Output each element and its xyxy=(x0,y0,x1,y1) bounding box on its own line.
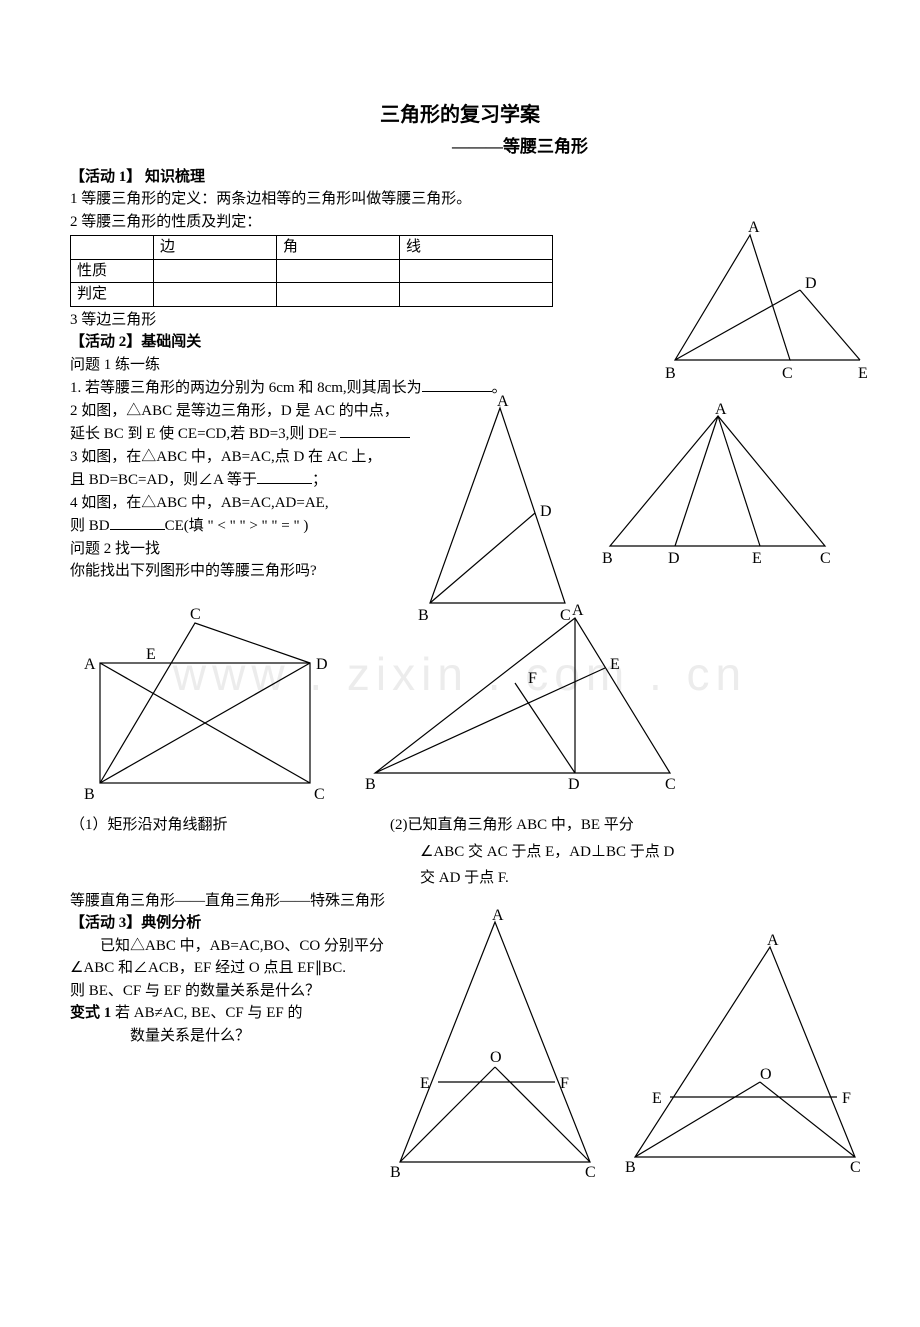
act3-v1a: 变式 1 xyxy=(70,1005,111,1021)
q1-2b: 延长 BC 到 E 使 CE=CD,若 BD=3,则 DE= xyxy=(70,426,340,442)
blank-1 xyxy=(422,376,492,392)
cap2c: 交 AD 于点 F. xyxy=(420,867,700,890)
lbl-Fi: F xyxy=(560,1075,569,1092)
activity-2: 【活动 2】基础闯关 问题 1 练一练 1. 若等腰三角形的两边分别为 6cm … xyxy=(70,331,850,912)
th-line: 线 xyxy=(400,236,553,260)
cap2a: (2)已知直角三角形 ABC 中，BE 平分 xyxy=(390,814,700,837)
lbl-E4: E xyxy=(752,550,762,567)
th-angle: 角 xyxy=(277,236,400,260)
lbl-Ei: E xyxy=(420,1075,430,1092)
row-prop: 性质 xyxy=(71,259,154,283)
q1-4b-pre: 则 BD xyxy=(70,518,110,534)
lbl-Cr: C xyxy=(665,776,676,793)
fig-right-triangle: A B C D E F (2)已知直角三角形 ABC 中，BE 平分 ∠ABC … xyxy=(360,603,700,890)
act3-v1b: 若 AB≠AC, BE、CF 与 EF 的 xyxy=(111,1005,302,1021)
q1-3c: ； xyxy=(312,472,327,488)
table-and-fig1: 边 角 线 性质 判定 3 等边三角形 A B C xyxy=(70,235,850,331)
lbl-B4: B xyxy=(602,550,613,567)
fig-q3-triangle: A B C D xyxy=(400,398,590,618)
lbl-Dr: D xyxy=(568,776,580,793)
fig-q4-triangle: A B D E C xyxy=(600,406,835,561)
lbl-D3: D xyxy=(540,503,552,520)
lbl-Cf: C xyxy=(314,786,325,803)
lbl-A: A xyxy=(748,219,760,236)
lbl-Cf2: C xyxy=(190,606,201,623)
lbl-Bi: B xyxy=(390,1164,401,1181)
lbl-As: A xyxy=(767,932,779,949)
lbl-Ai: A xyxy=(492,907,504,924)
q1-1a: 1. 若等腰三角形的两边分别为 6cm 和 8cm,则其周长为 xyxy=(70,380,422,396)
lbl-A3: A xyxy=(497,393,509,410)
fig-fold: A B C D C E （1）矩形沿对角线翻折 xyxy=(70,603,330,837)
blank-3 xyxy=(257,468,312,484)
activity-1: 【活动 1】 知识梳理 1 等腰三角形的定义：两条边相等的三角形叫做等腰三角形。… xyxy=(70,166,850,332)
lbl-Bf: B xyxy=(84,786,95,803)
lbl-Ef: E xyxy=(146,646,156,663)
lbl-Cs: C xyxy=(850,1159,861,1176)
page-title: 三角形的复习学案 xyxy=(70,100,850,130)
lbl-Bs: B xyxy=(625,1159,636,1176)
lbl-Oi: O xyxy=(490,1049,502,1066)
blank-4 xyxy=(110,514,165,530)
props-table: 边 角 线 性质 判定 xyxy=(70,235,553,307)
lbl-B3: B xyxy=(418,607,429,624)
lbl-Af: A xyxy=(84,656,96,673)
lbl-D: D xyxy=(805,275,817,292)
th-edge: 边 xyxy=(154,236,277,260)
fig-q2-triangle: A B C D E xyxy=(660,220,870,390)
lbl-C3: C xyxy=(560,607,571,624)
lbl-A4: A xyxy=(715,401,727,418)
cap1: （1）矩形沿对角线翻折 xyxy=(70,814,330,837)
q1-4b-post: CE(填 " < " " > " " = " ) xyxy=(165,518,309,534)
lbl-Df: D xyxy=(316,656,328,673)
lbl-D4: D xyxy=(668,550,680,567)
page-subtitle: ———等腰三角形 xyxy=(190,134,850,160)
q1-3b: 且 BD=BC=AD，则∠A 等于 xyxy=(70,472,257,488)
lbl-Ci: C xyxy=(585,1164,596,1181)
lbl-Es: E xyxy=(652,1090,662,1107)
lbl-Os: O xyxy=(760,1066,772,1083)
activity-3: 【活动 3】典例分析 已知△ABC 中，AB=AC,BO、CO 分别平分 ∠AB… xyxy=(70,912,850,1287)
q1-1: 1. 若等腰三角形的两边分别为 6cm 和 8cm,则其周长为。 xyxy=(70,376,850,400)
lbl-E: E xyxy=(858,365,868,382)
lbl-Fs: F xyxy=(842,1090,851,1107)
bridge-line: 等腰直角三角形——直角三角形——特殊三角形 xyxy=(70,890,850,913)
lbl-C4: C xyxy=(820,550,831,567)
act1-line1: 1 等腰三角形的定义：两条边相等的三角形叫做等腰三角形。 xyxy=(70,188,850,211)
lbl-Er: E xyxy=(610,656,620,673)
fig-act3-iso: A B C E F O xyxy=(380,912,610,1172)
fig-act3-scalene: A B C E F O xyxy=(620,937,870,1172)
cap2b: ∠ABC 交 AC 于点 E，AD⊥BC 于点 D xyxy=(420,841,700,864)
act1-head: 【活动 1】 知识梳理 xyxy=(70,166,850,189)
find-figures-row: A B C D C E （1）矩形沿对角线翻折 A B C D xyxy=(70,603,850,890)
lbl-Br: B xyxy=(365,776,376,793)
row-judge: 判定 xyxy=(71,283,154,307)
lbl-Fr: F xyxy=(528,670,537,687)
